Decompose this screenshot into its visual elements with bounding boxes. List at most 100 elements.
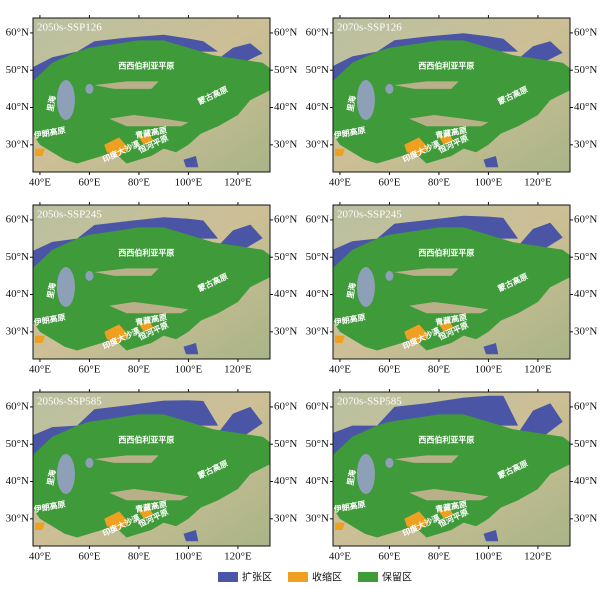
y-tick-label: 40°N <box>306 101 329 113</box>
x-tick-label: 120°E <box>524 551 552 563</box>
contraction-area <box>104 511 129 530</box>
legend-swatch <box>358 572 378 582</box>
aral-sea <box>385 83 394 94</box>
legend-label: 保留区 <box>382 570 412 583</box>
panel-title: 2070s-SSP585 <box>337 396 402 408</box>
legend-swatch <box>288 572 308 582</box>
y-tick-label: 30°N <box>274 325 297 337</box>
y-tick-label: 40°N <box>6 475 29 487</box>
x-tick-label: 100°E <box>475 551 503 563</box>
aral-sea <box>85 83 94 94</box>
x-tick-label: 40°E <box>29 551 51 563</box>
y-tick-label: 30°N <box>306 512 329 524</box>
contraction-area <box>35 335 45 343</box>
contraction-area <box>335 522 345 530</box>
map-frame <box>332 391 571 547</box>
map-frame <box>32 204 271 360</box>
retained-area <box>333 40 570 164</box>
y-tick-label: 30°N <box>6 325 29 337</box>
y-tick-label: 50°N <box>6 251 29 263</box>
y-tick-label: 30°N <box>6 138 29 150</box>
retained-area <box>33 227 270 351</box>
caspian-sea <box>356 80 375 121</box>
contraction-area <box>335 148 345 156</box>
retained-area <box>33 40 270 164</box>
region-label: 里海 <box>345 282 358 299</box>
retained-area <box>33 414 270 538</box>
legend-label: 扩张区 <box>242 570 272 583</box>
legend-label: 收缩区 <box>312 570 342 583</box>
y-tick-label: 60°N <box>6 26 29 38</box>
region-label: 西西伯利亚平原 <box>118 60 174 70</box>
y-tick-label: 40°N <box>574 288 597 300</box>
caspian-sea <box>56 454 75 495</box>
region-label: 里海 <box>45 469 58 486</box>
x-tick-label: 60°E <box>378 551 400 563</box>
caspian-sea <box>356 454 375 495</box>
y-tick-label: 60°N <box>306 400 329 412</box>
y-tick-label: 40°N <box>6 101 29 113</box>
contraction-area <box>404 324 429 343</box>
mountain-gap <box>109 302 189 314</box>
panel-title: 2070s-SSP126 <box>337 22 402 34</box>
y-tick-label: 50°N <box>574 251 597 263</box>
x-tick-label: 80°E <box>428 364 450 376</box>
retained-area <box>333 414 570 538</box>
expansion-area <box>483 343 499 355</box>
contraction-area <box>438 320 454 332</box>
expansion-area <box>183 530 199 542</box>
retained-area <box>333 227 570 351</box>
x-tick-label: 60°E <box>378 364 400 376</box>
x-tick-label: 40°E <box>329 177 351 189</box>
panel-title: 2050s-SSP126 <box>37 22 102 34</box>
contraction-area <box>35 522 45 530</box>
x-tick-label: 80°E <box>128 177 150 189</box>
y-tick-label: 50°N <box>574 64 597 76</box>
y-tick-label: 60°N <box>574 400 597 412</box>
region-label: 西西伯利亚平原 <box>418 434 474 444</box>
y-tick-label: 50°N <box>6 438 29 450</box>
panel-title: 2050s-SSP585 <box>37 396 102 408</box>
aral-sea <box>385 270 394 281</box>
caspian-sea <box>56 80 75 121</box>
map-frame <box>332 17 571 173</box>
panel-title: 2050s-SSP245 <box>37 209 102 221</box>
y-tick-label: 60°N <box>306 213 329 225</box>
y-tick-label: 40°N <box>574 101 597 113</box>
contraction-area <box>404 137 429 156</box>
x-tick-label: 120°E <box>224 177 252 189</box>
y-tick-label: 30°N <box>274 512 297 524</box>
x-tick-label: 120°E <box>224 551 252 563</box>
contraction-area <box>335 335 345 343</box>
map-frame <box>332 204 571 360</box>
aral-sea <box>385 457 394 468</box>
contraction-area <box>104 137 129 156</box>
y-tick-label: 50°N <box>274 251 297 263</box>
y-tick-label: 30°N <box>306 138 329 150</box>
x-tick-label: 80°E <box>128 364 150 376</box>
y-tick-label: 30°N <box>306 325 329 337</box>
x-tick-label: 60°E <box>378 177 400 189</box>
x-tick-label: 100°E <box>175 364 203 376</box>
expansion-area <box>218 406 263 437</box>
mountain-gap <box>394 268 459 276</box>
contraction-area <box>138 133 154 145</box>
y-tick-label: 30°N <box>574 512 597 524</box>
expansion-area <box>483 156 499 168</box>
y-tick-label: 40°N <box>274 288 297 300</box>
x-tick-label: 80°E <box>428 551 450 563</box>
expansion-area <box>33 425 78 460</box>
x-tick-label: 80°E <box>428 177 450 189</box>
contraction-area <box>35 148 45 156</box>
y-tick-label: 40°N <box>574 475 597 487</box>
contraction-area <box>138 507 154 519</box>
y-tick-label: 50°N <box>274 438 297 450</box>
x-tick-label: 120°E <box>524 364 552 376</box>
region-label: 里海 <box>45 282 58 299</box>
x-tick-label: 120°E <box>524 177 552 189</box>
